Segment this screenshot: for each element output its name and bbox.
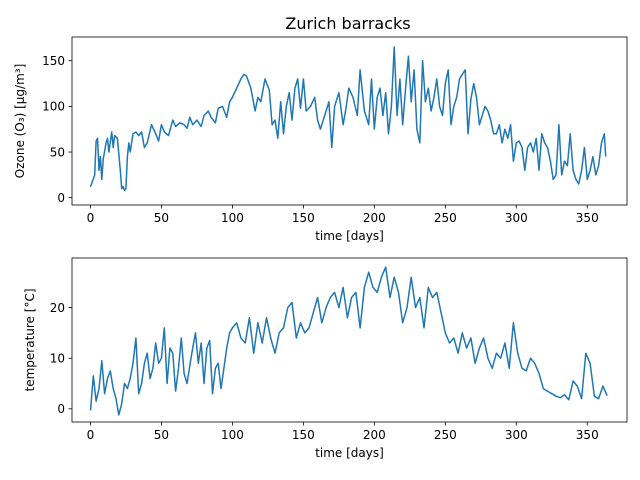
temperature-x-axis-label: time [days] bbox=[315, 446, 384, 460]
temperature-y-tick-label: 20 bbox=[50, 301, 65, 315]
ozone-x-tick-label: 150 bbox=[292, 211, 315, 225]
ozone-x-tick-label: 200 bbox=[363, 211, 386, 225]
chart-title: Zurich barracks bbox=[285, 14, 410, 33]
temperature-y-axis-label: temperature [°C] bbox=[23, 289, 37, 392]
ozone-x-tick-label: 50 bbox=[154, 211, 169, 225]
ozone-series-line bbox=[89, 46, 607, 192]
temperature-series-line bbox=[89, 266, 608, 416]
ozone-x-tick-label: 300 bbox=[505, 211, 528, 225]
ozone-y-tick-label: 0 bbox=[57, 191, 65, 205]
temperature-axes-frame bbox=[71, 257, 628, 423]
ozone-y-tick-label: 150 bbox=[42, 54, 65, 68]
temperature-x-tick-label: 200 bbox=[363, 428, 386, 442]
temperature-plot: 0 50 100 150 200 250 300 350 0 10 20 time [days] tem… bbox=[23, 257, 628, 460]
ozone-x-tick-label: 100 bbox=[221, 211, 244, 225]
temperature-y-tick-label: 0 bbox=[57, 402, 65, 416]
ozone-x-axis-label: time [days] bbox=[315, 229, 384, 243]
temperature-x-tick-label: 300 bbox=[505, 428, 528, 442]
ozone-axes-frame bbox=[71, 36, 628, 206]
temperature-x-tick-label: 100 bbox=[221, 428, 244, 442]
ozone-x-tick-label: 350 bbox=[576, 211, 599, 225]
temperature-x-tick-label: 150 bbox=[292, 428, 315, 442]
temperature-y-tick-label: 10 bbox=[50, 352, 65, 366]
temperature-x-tick-label: 250 bbox=[434, 428, 457, 442]
ozone-x-tick-label: 0 bbox=[87, 211, 95, 225]
temperature-x-tick-label: 350 bbox=[576, 428, 599, 442]
temperature-x-tick-label: 0 bbox=[87, 428, 95, 442]
temperature-x-tick-label: 50 bbox=[154, 428, 169, 442]
ozone-y-tick-label: 50 bbox=[50, 145, 65, 159]
ozone-x-tick-label: 250 bbox=[434, 211, 457, 225]
ozone-y-tick-label: 100 bbox=[42, 100, 65, 114]
ozone-y-axis-label: Ozone (O₃) [µg/m³] bbox=[13, 64, 27, 178]
